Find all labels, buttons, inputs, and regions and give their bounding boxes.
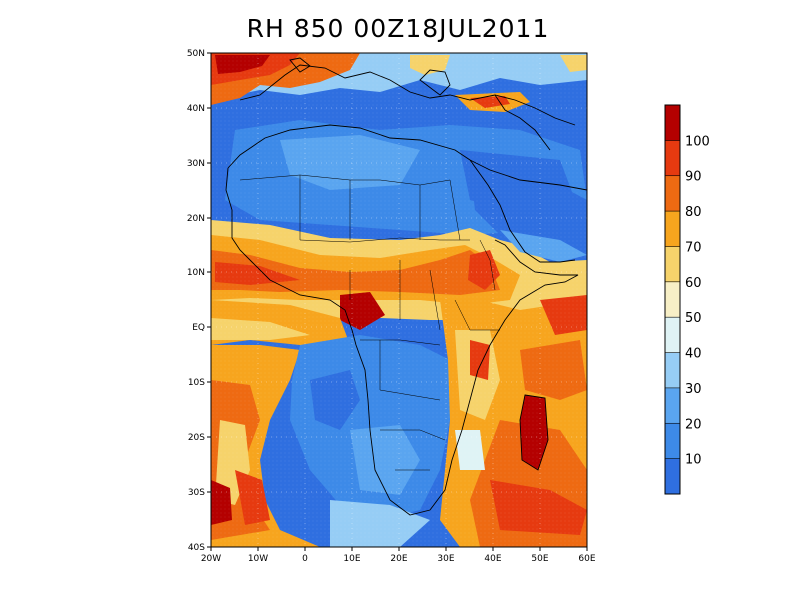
colorbar-labels: 10 20 30 40 50 60 70 80 90 100: [685, 134, 710, 467]
lon-label: 20W: [201, 554, 221, 564]
colorbar-swatch: [665, 317, 680, 353]
colorbar-frame: [664, 104, 681, 495]
map-title: RH 850 00Z18JUL2011: [246, 14, 550, 43]
lat-label: 20N: [187, 214, 205, 224]
colorbar-swatch: [665, 246, 680, 283]
colorbar-swatch: [665, 387, 680, 424]
lon-label: 10W: [248, 554, 268, 564]
colorbar: [664, 104, 681, 495]
colorbar-label: 100: [685, 134, 710, 149]
colorbar-label: 10: [685, 453, 702, 468]
lon-label: 40E: [484, 554, 501, 564]
humidity-field: [211, 53, 587, 547]
lon-label: 30E: [437, 554, 454, 564]
colorbar-swatch: [665, 352, 680, 389]
colorbar-swatch: [665, 281, 680, 318]
colorbar-label: 40: [685, 347, 702, 362]
lat-label: 40S: [188, 543, 205, 553]
colorbar-swatch: [665, 458, 680, 495]
lon-label: 20E: [390, 554, 407, 564]
colorbar-swatch: [665, 211, 680, 247]
colorbar-label: 50: [685, 311, 702, 326]
lat-label: 50N: [187, 49, 205, 59]
lat-label: 10S: [188, 378, 205, 388]
colorbar-swatch: [665, 140, 680, 177]
colorbar-swatch: [665, 105, 680, 141]
lat-labels: 50N 40N 30N 20N 10N EQ 10S 20S 30S 40S: [187, 49, 205, 553]
lon-label: 10E: [343, 554, 360, 564]
colorbar-label: 60: [685, 276, 702, 291]
colorbar-swatch: [665, 423, 680, 459]
lon-label: 60E: [578, 554, 595, 564]
lat-label: 30S: [188, 488, 205, 498]
lon-label: 50E: [531, 554, 548, 564]
colorbar-label: 70: [685, 240, 702, 255]
colorbar-label: 90: [685, 170, 702, 185]
lon-label: 0: [302, 554, 308, 564]
coastlines: [225, 57, 587, 516]
lat-label: 20S: [188, 433, 205, 443]
colorbar-label: 30: [685, 382, 702, 397]
lat-ticks: [207, 52, 211, 548]
lat-label: 10N: [187, 268, 205, 278]
lon-labels: 20W 10W 0 10E 20E 30E 40E 50E 60E: [201, 554, 596, 564]
lat-label: 30N: [187, 159, 205, 169]
borders: [239, 174, 500, 471]
lat-label: 40N: [187, 104, 205, 114]
colorbar-label: 80: [685, 205, 702, 220]
lon-ticks: [210, 547, 588, 551]
colorbar-label: 20: [685, 417, 702, 432]
lat-label: EQ: [192, 323, 205, 333]
colorbar-swatch: [665, 175, 680, 212]
